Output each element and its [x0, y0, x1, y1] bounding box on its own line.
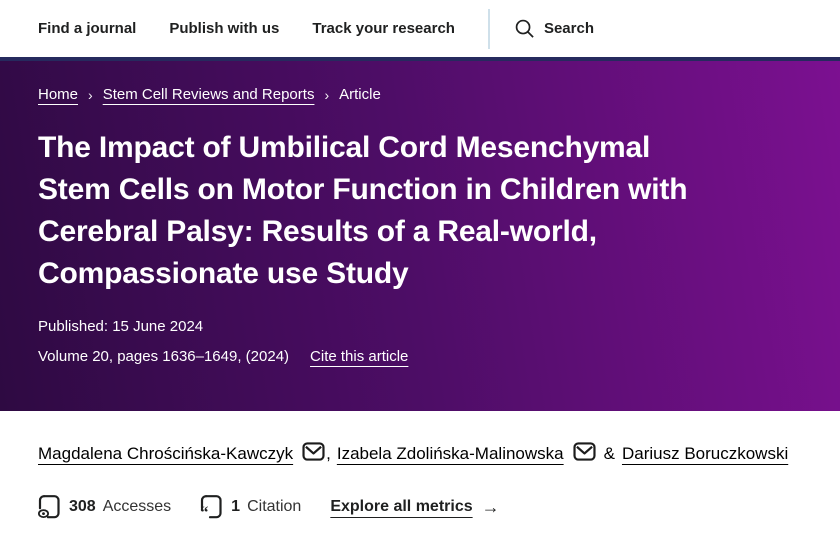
page-title: The Impact of Umbilical Cord Mesenchymal… [38, 131, 688, 290]
search-icon [514, 18, 535, 39]
published-date: Published: 15 June 2024 [38, 318, 204, 335]
explore-all-metrics-label: Explore all metrics [330, 498, 473, 515]
right-arrow-icon: → [481, 496, 500, 517]
chevron-right-icon: › [88, 86, 93, 103]
metrics-bar: 308 Accesses “ 1 Citation Explore all me… [38, 495, 802, 519]
author-link-2[interactable]: Izabela Zdolińska-Malinowska [336, 444, 564, 463]
breadcrumb: Home › Stem Cell Reviews and Reports › A… [38, 86, 802, 103]
citation-count: 1 [231, 498, 241, 515]
email-envelope-icon[interactable] [302, 442, 325, 466]
citation-label: Citation [247, 498, 302, 515]
nav-link-track-your-research[interactable]: Track your research [312, 20, 455, 37]
author-link-3[interactable]: Dariusz Boruczkowski [621, 444, 789, 463]
chevron-right-icon: › [324, 86, 330, 103]
breadcrumb-home-link[interactable]: Home [38, 86, 79, 103]
nav-divider [487, 8, 490, 49]
author-list: Magdalena Chrościńska-Kawczyk , Izabela … [38, 442, 802, 466]
accesses-metric: 308 Accesses [38, 495, 171, 519]
hero-top-strip [0, 57, 840, 61]
search-label: Search [543, 20, 594, 37]
article-meta: Magdalena Chrościńska-Kawczyk , Izabela … [0, 411, 840, 519]
nav-link-find-a-journal[interactable]: Find a journal [38, 20, 137, 37]
cite-this-article-link[interactable]: Cite this article [310, 348, 409, 365]
search-button[interactable]: Search [514, 18, 594, 39]
svg-text:“: “ [200, 503, 209, 520]
article-hero: Home › Stem Cell Reviews and Reports › A… [0, 57, 840, 411]
volume-pages-text: Volume 20, pages 1636–1649, (2024) [38, 348, 290, 365]
citation-document-quote-icon: “ [200, 495, 231, 519]
accesses-count: 308 [69, 498, 96, 515]
breadcrumb-journal-link[interactable]: Stem Cell Reviews and Reports [102, 86, 315, 103]
author-ampersand: & [603, 444, 615, 463]
email-envelope-icon[interactable] [573, 442, 596, 466]
nav-link-publish-with-us[interactable]: Publish with us [169, 20, 280, 37]
citations-metric: “ 1 Citation [200, 495, 301, 519]
author-link-1[interactable]: Magdalena Chrościńska-Kawczyk [38, 444, 294, 463]
top-navigation: Find a journal Publish with us Track you… [0, 0, 840, 57]
explore-all-metrics-link[interactable]: Explore all metrics → [330, 497, 499, 518]
accesses-label: Accesses [102, 498, 172, 515]
accesses-document-eye-icon [38, 495, 69, 519]
breadcrumb-current: Article [339, 86, 381, 103]
author-separator: , [326, 444, 331, 463]
volume-line: Volume 20, pages 1636–1649, (2024) Cite … [38, 348, 802, 365]
